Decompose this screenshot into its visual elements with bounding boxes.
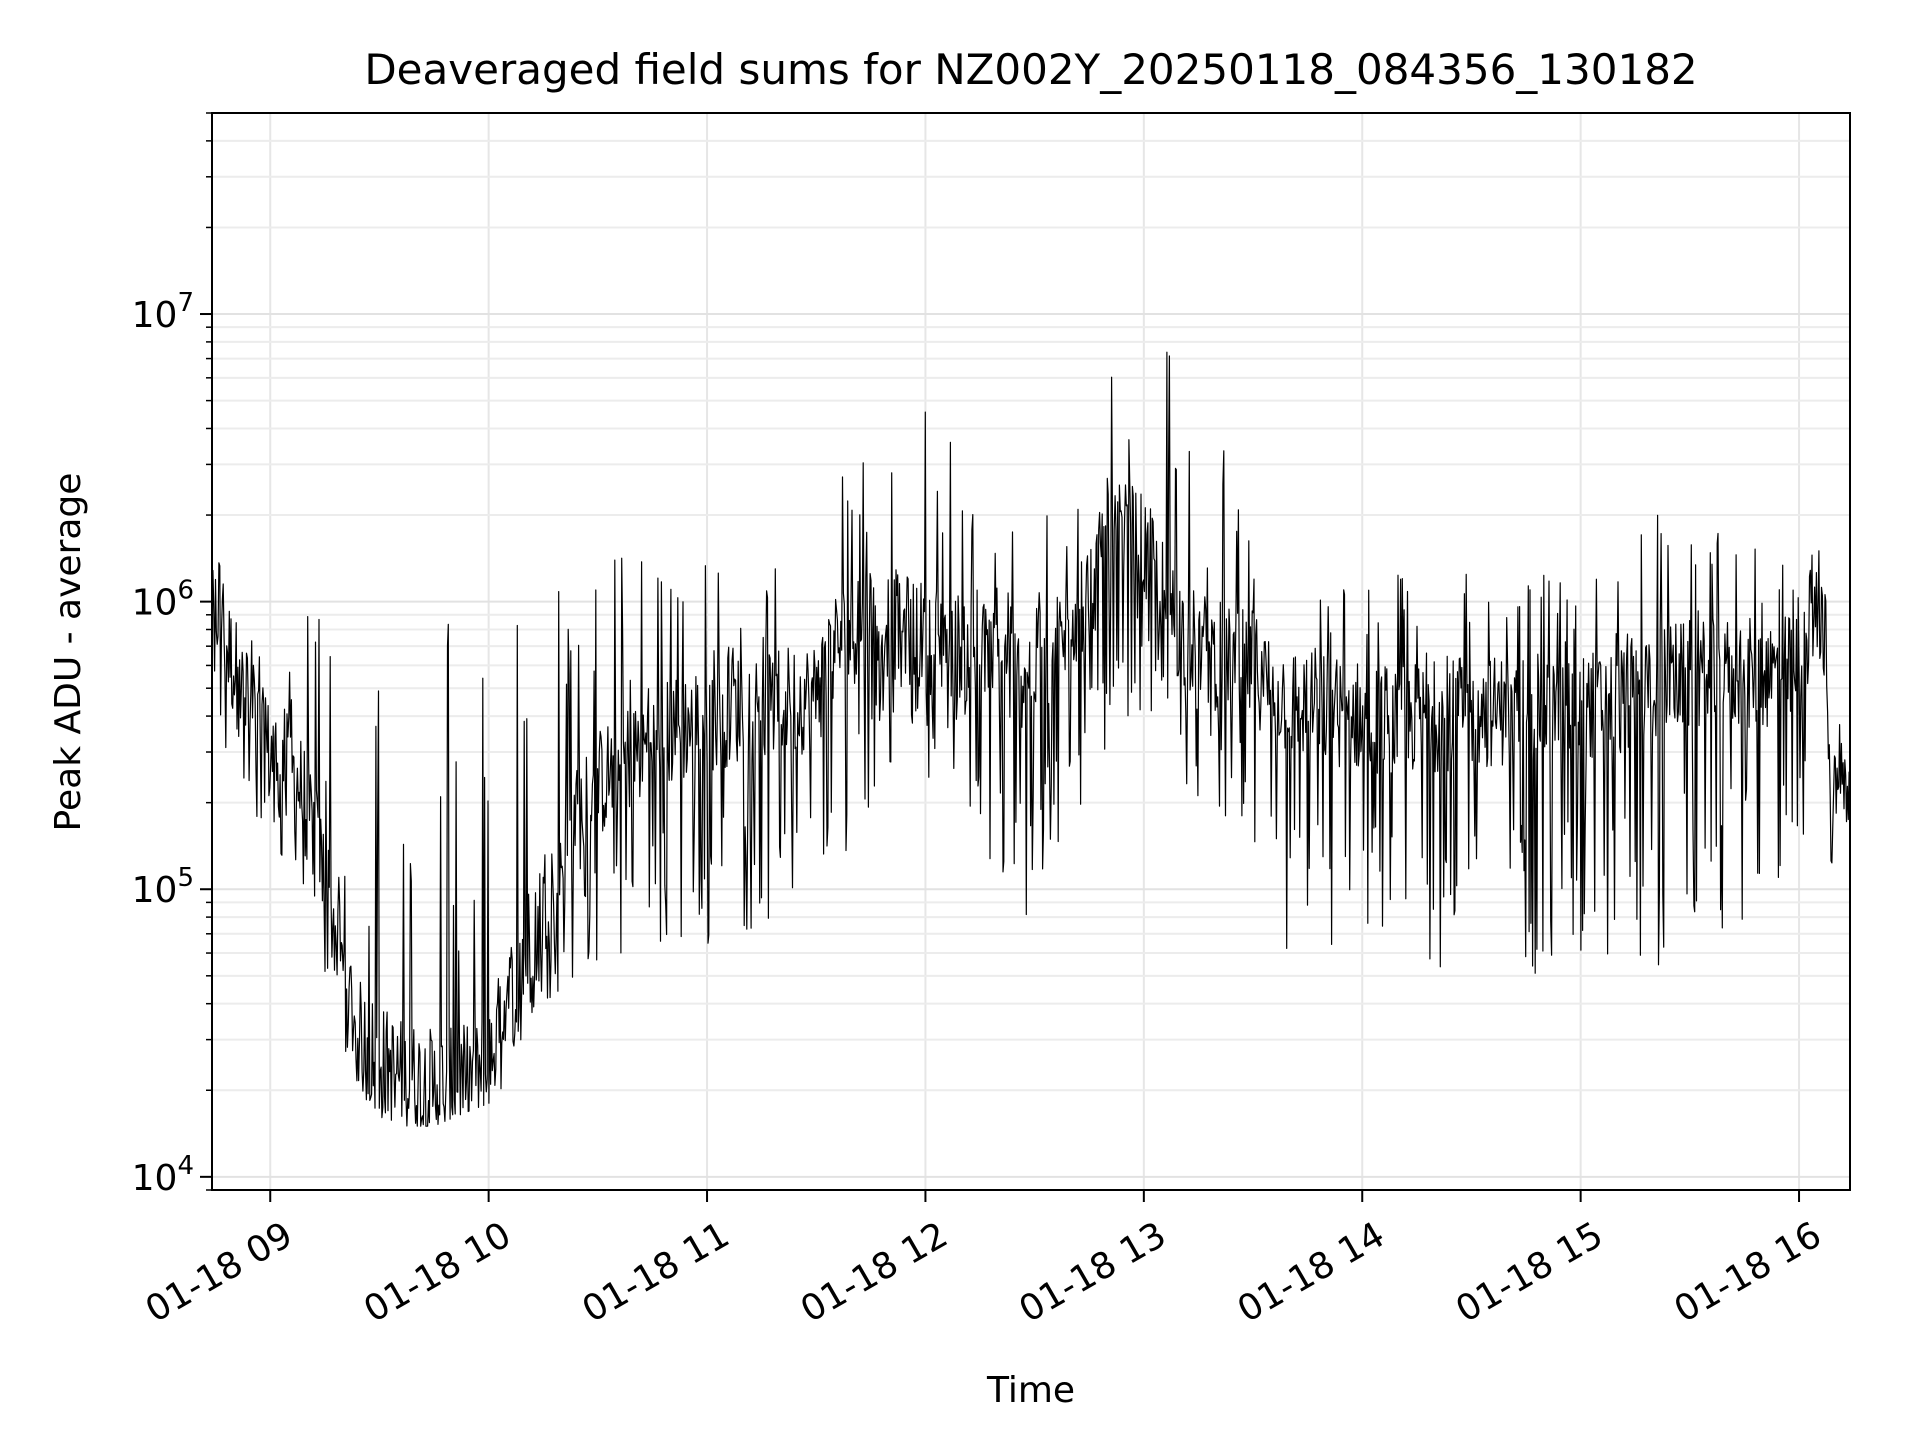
plot-frame [211,112,1851,1191]
x-axis-label: Time [986,1370,1075,1411]
y-tick-label: 106 [132,576,194,624]
chart-title: Deaveraged field sums for NZ002Y_2025011… [364,45,1697,94]
y-axis-label: Peak ADU - average [48,473,89,832]
y-tick-label: 104 [132,1151,194,1199]
series-line [211,351,1851,1127]
y-tick-label: 105 [132,863,194,911]
data-series [211,351,1851,1127]
y-tick-label: 107 [132,288,194,336]
